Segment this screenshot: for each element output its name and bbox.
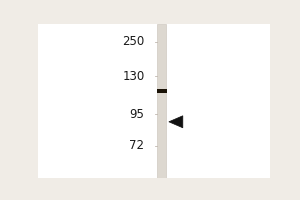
Text: 130: 130 [122,70,145,83]
Text: 95: 95 [130,108,145,121]
Bar [157,89,167,93]
Text: 72: 72 [130,139,145,152]
Bar [157,24,166,178]
Polygon shape [169,116,183,128]
Text: 250: 250 [122,35,145,48]
